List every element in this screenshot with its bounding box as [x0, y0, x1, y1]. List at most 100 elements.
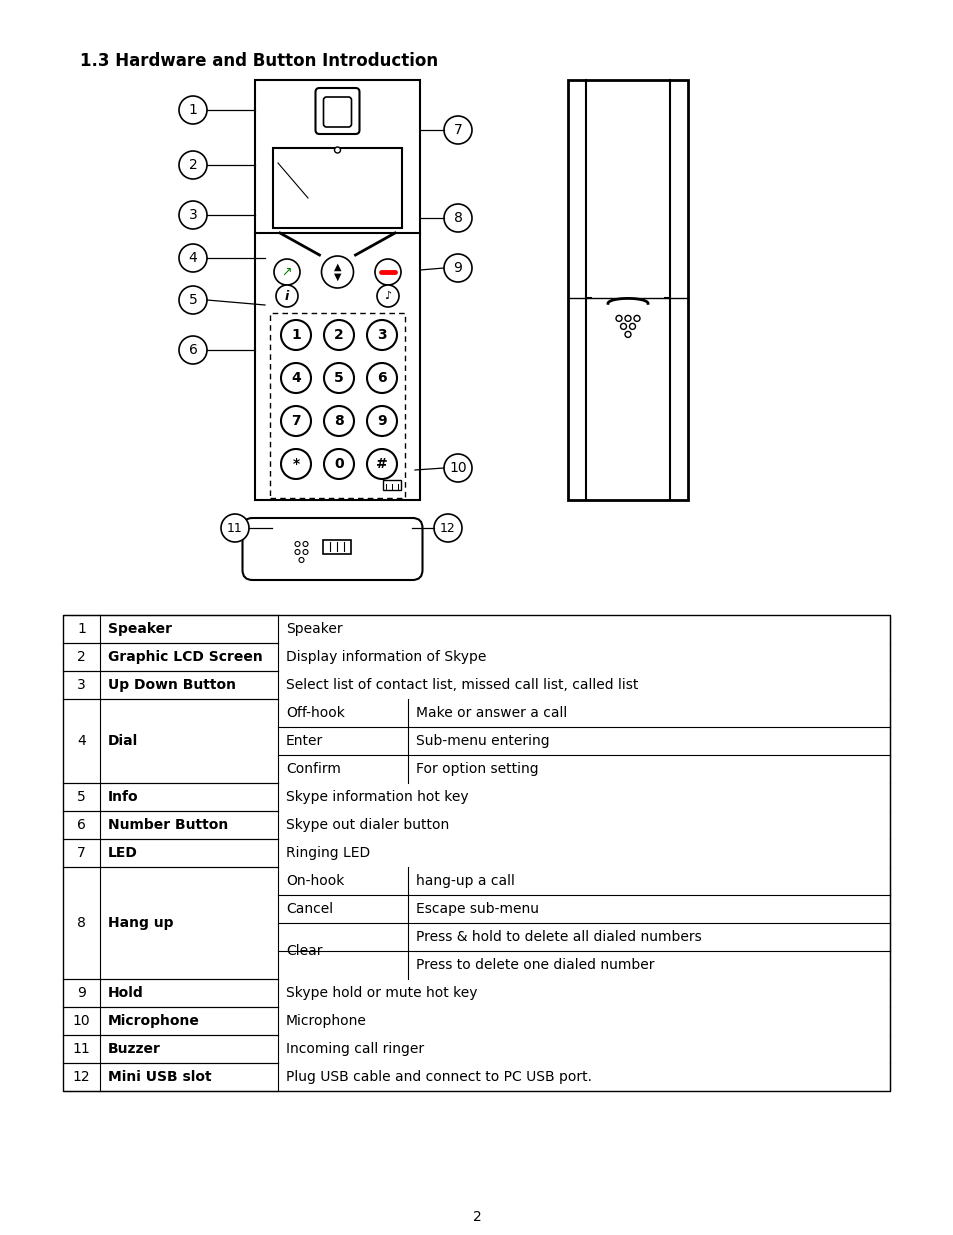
Text: Plug USB cable and connect to PC USB port.: Plug USB cable and connect to PC USB por… — [286, 1070, 592, 1084]
Text: Escape sub-menu: Escape sub-menu — [416, 902, 538, 916]
Text: 5: 5 — [189, 293, 197, 308]
Circle shape — [376, 285, 398, 308]
Text: Buzzer: Buzzer — [108, 1042, 161, 1056]
Text: 11: 11 — [227, 521, 243, 535]
Text: 8: 8 — [334, 414, 343, 429]
Circle shape — [443, 116, 472, 144]
Text: Microphone: Microphone — [286, 1014, 367, 1028]
Text: Cancel: Cancel — [286, 902, 333, 916]
Text: 8: 8 — [77, 916, 86, 930]
Text: ↗: ↗ — [281, 266, 292, 279]
Circle shape — [324, 406, 354, 436]
Circle shape — [324, 450, 354, 479]
Text: 1.3 Hardware and Button Introduction: 1.3 Hardware and Button Introduction — [80, 52, 437, 70]
Text: Incoming call ringer: Incoming call ringer — [286, 1042, 424, 1056]
Circle shape — [443, 454, 472, 482]
Text: 7: 7 — [77, 846, 86, 860]
Text: Speaker: Speaker — [286, 622, 342, 636]
Text: Make or answer a call: Make or answer a call — [416, 706, 567, 720]
Text: ♪: ♪ — [384, 291, 391, 301]
Text: Up Down Button: Up Down Button — [108, 678, 235, 692]
Text: 6: 6 — [376, 370, 386, 385]
Circle shape — [221, 514, 249, 542]
FancyBboxPatch shape — [242, 517, 422, 580]
Text: ▲: ▲ — [334, 262, 341, 272]
Text: Microphone: Microphone — [108, 1014, 200, 1028]
Text: 5: 5 — [334, 370, 343, 385]
Text: 0: 0 — [334, 457, 343, 471]
Text: Skype hold or mute hot key: Skype hold or mute hot key — [286, 986, 477, 1000]
Bar — [254, 80, 419, 500]
Text: Dial: Dial — [108, 734, 138, 748]
Circle shape — [443, 254, 472, 282]
Circle shape — [179, 151, 207, 179]
Text: LED: LED — [108, 846, 138, 860]
Text: Enter: Enter — [286, 734, 323, 748]
Circle shape — [324, 320, 354, 350]
Text: 10: 10 — [72, 1014, 91, 1028]
Text: #: # — [375, 457, 388, 471]
Circle shape — [335, 147, 340, 153]
Circle shape — [321, 256, 354, 288]
Circle shape — [281, 450, 311, 479]
Text: 7: 7 — [453, 124, 462, 137]
Text: 3: 3 — [189, 207, 197, 222]
Text: Hold: Hold — [108, 986, 144, 1000]
Text: Number Button: Number Button — [108, 818, 228, 832]
Circle shape — [367, 450, 396, 479]
FancyBboxPatch shape — [323, 98, 351, 127]
Text: Clear: Clear — [286, 944, 322, 958]
Text: Skype out dialer button: Skype out dialer button — [286, 818, 449, 832]
Text: 1: 1 — [291, 329, 300, 342]
Circle shape — [275, 285, 297, 308]
Text: 12: 12 — [72, 1070, 91, 1084]
Text: 1: 1 — [189, 103, 197, 117]
Text: 10: 10 — [449, 461, 466, 475]
Text: Press to delete one dialed number: Press to delete one dialed number — [416, 958, 654, 972]
Circle shape — [179, 96, 207, 124]
Circle shape — [179, 245, 207, 272]
Text: Speaker: Speaker — [108, 622, 172, 636]
Text: 12: 12 — [439, 521, 456, 535]
Text: 2: 2 — [77, 650, 86, 664]
Text: 2: 2 — [189, 158, 197, 172]
Text: 8: 8 — [453, 211, 462, 225]
Text: 3: 3 — [376, 329, 386, 342]
Text: Graphic LCD Screen: Graphic LCD Screen — [108, 650, 262, 664]
Text: Info: Info — [108, 790, 138, 804]
Text: 5: 5 — [77, 790, 86, 804]
Text: Skype information hot key: Skype information hot key — [286, 790, 468, 804]
Text: 9: 9 — [376, 414, 386, 429]
Text: Press & hold to delete all dialed numbers: Press & hold to delete all dialed number… — [416, 930, 701, 944]
Text: 7: 7 — [291, 414, 300, 429]
Text: 2: 2 — [472, 1210, 481, 1224]
Text: hang-up a call: hang-up a call — [416, 874, 515, 888]
Circle shape — [179, 336, 207, 364]
Bar — [63, 615, 889, 1091]
Bar — [273, 148, 401, 228]
Circle shape — [367, 406, 396, 436]
Bar — [382, 480, 400, 490]
Text: 4: 4 — [291, 370, 300, 385]
Text: On-hook: On-hook — [286, 874, 344, 888]
FancyBboxPatch shape — [315, 88, 359, 135]
Text: 6: 6 — [77, 818, 86, 832]
Text: Select list of contact list, missed call list, called list: Select list of contact list, missed call… — [286, 678, 638, 692]
Text: 9: 9 — [77, 986, 86, 1000]
Circle shape — [179, 287, 207, 314]
Text: Mini USB slot: Mini USB slot — [108, 1070, 212, 1084]
Bar — [323, 540, 351, 555]
Circle shape — [367, 363, 396, 393]
Text: 2: 2 — [334, 329, 343, 342]
Circle shape — [281, 406, 311, 436]
Circle shape — [281, 320, 311, 350]
Text: 11: 11 — [72, 1042, 91, 1056]
Bar — [567, 80, 687, 500]
Text: Confirm: Confirm — [286, 762, 340, 776]
Text: Sub-menu entering: Sub-menu entering — [416, 734, 549, 748]
Circle shape — [179, 201, 207, 228]
Circle shape — [367, 320, 396, 350]
Circle shape — [434, 514, 461, 542]
Circle shape — [281, 363, 311, 393]
Circle shape — [375, 259, 400, 285]
